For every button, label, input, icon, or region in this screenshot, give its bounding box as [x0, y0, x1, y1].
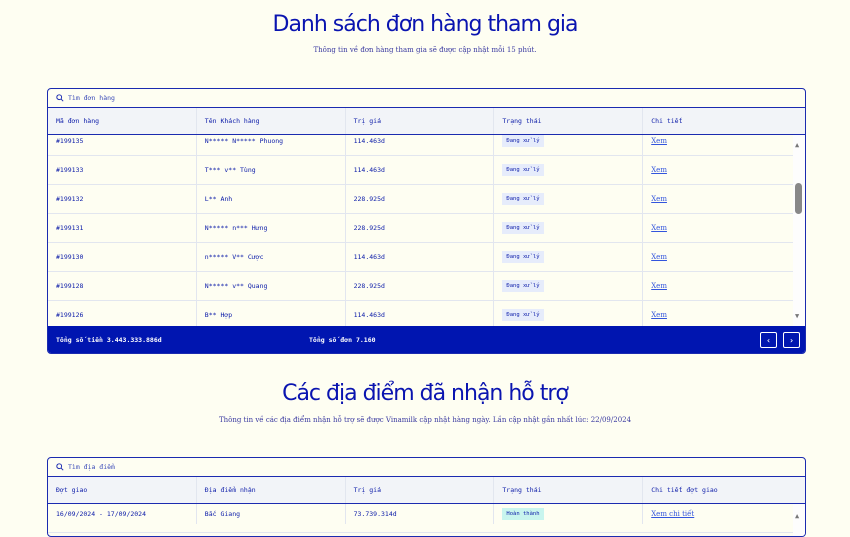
column-header[interactable]: Đợt giao: [48, 477, 197, 503]
column-header[interactable]: Trị giá: [346, 108, 495, 134]
view-link[interactable]: Xem: [651, 282, 667, 290]
cell-customer-name: B** Hợp: [197, 301, 346, 326]
cell-customer-name: L** Anh: [197, 185, 346, 213]
status-badge: Đang xử lý: [502, 164, 544, 176]
column-header[interactable]: Trạng thái: [494, 108, 644, 134]
total-orders: Tổng số đơn 7.160: [309, 336, 376, 344]
scrollbar[interactable]: ▲: [793, 504, 805, 536]
cell-value: 114.463d: [346, 156, 495, 184]
orders-title: Danh sách đơn hàng tham gia: [272, 12, 579, 37]
locations-search-input[interactable]: Tìm địa điểm: [48, 458, 805, 477]
cell-place: Bắc Giang: [197, 504, 346, 524]
cell-value: 228.925d: [346, 185, 495, 213]
table-row: #199132 L** Anh 228.925d Đang xử lý Xem: [48, 185, 793, 214]
column-header[interactable]: Mã đơn hàng: [48, 108, 197, 134]
cell-customer-name: N***** n*** Hưng: [197, 214, 346, 242]
cell-order-id: #199135: [48, 135, 197, 155]
status-badge: Đang xử lý: [502, 222, 544, 234]
cell-value: 114.463d: [346, 135, 495, 155]
status-badge: Đang xử lý: [502, 309, 544, 321]
view-link[interactable]: Xem: [651, 137, 667, 145]
column-header[interactable]: Trị giá: [346, 477, 495, 503]
locations-subtitle: Thông tin về các địa điểm nhận hỗ trợ sẽ…: [218, 416, 632, 424]
total-amount: Tổng số tiền 3.443.333.886d: [56, 336, 162, 344]
search-placeholder: Tìm đơn hàng: [68, 94, 115, 102]
scrollbar[interactable]: ▲ ▼: [793, 135, 805, 326]
search-placeholder: Tìm địa điểm: [68, 463, 115, 471]
cell-order-id: #199126: [48, 301, 197, 326]
orders-subtitle: Thông tin về đơn hàng tham gia sẽ được c…: [313, 46, 537, 54]
table-row: #199131 N***** n*** Hưng 228.925d Đang x…: [48, 214, 793, 243]
scroll-down-icon[interactable]: ▼: [795, 312, 800, 320]
table-header: Đợt giao Địa điểm nhận Trị giá Trạng thá…: [48, 477, 805, 504]
status-badge: Đang xử lý: [502, 251, 544, 263]
locations-table: Tìm địa điểm Đợt giao Địa điểm nhận Trị …: [47, 457, 806, 537]
cell-order-id: #199133: [48, 156, 197, 184]
status-badge: Đang xử lý: [502, 280, 544, 292]
orders-table: Tìm đơn hàng Mã đơn hàng Tên Khách hàng …: [47, 88, 806, 354]
scroll-up-icon[interactable]: ▲: [795, 141, 800, 149]
column-header[interactable]: Địa điểm nhận: [197, 477, 346, 503]
cell-order-id: #199132: [48, 185, 197, 213]
table-row: #199130 n***** V** Cược 114.463d Đang xử…: [48, 243, 793, 272]
column-header[interactable]: Chi tiết đợt giao: [651, 486, 718, 494]
column-header[interactable]: Tên Khách hàng: [197, 108, 346, 134]
cell-period: 16/09/2024 - 17/09/2024: [48, 504, 197, 524]
view-link[interactable]: Xem: [651, 311, 667, 319]
cell-customer-name: T*** v** Tùng: [197, 156, 346, 184]
next-page-button[interactable]: ›: [783, 332, 800, 348]
cell-value: 114.463d: [346, 243, 495, 271]
status-badge: Đang xử lý: [502, 135, 544, 147]
view-link[interactable]: Xem: [651, 195, 667, 203]
view-link[interactable]: Xem: [651, 224, 667, 232]
table-row: #199126 B** Hợp 114.463d Đang xử lý Xem: [48, 301, 793, 326]
search-icon: [56, 94, 64, 102]
prev-page-button[interactable]: ‹: [760, 332, 777, 348]
status-badge: Đang xử lý: [502, 193, 544, 205]
table-row: #199133 T*** v** Tùng 114.463d Đang xử l…: [48, 156, 793, 185]
cell-customer-name: N***** v** Quang: [197, 272, 346, 300]
table-row: 16/09/2024 - 17/09/2024 Bắc Giang 73.739…: [48, 504, 793, 533]
cell-value: 114.463d: [346, 301, 495, 326]
status-badge: Hoàn thành: [502, 508, 544, 520]
table-row: #199135 N***** N***** Phuong 114.463d Đa…: [48, 135, 793, 156]
cell-order-id: #199128: [48, 272, 197, 300]
view-link[interactable]: Xem: [651, 166, 667, 174]
table-footer: Tổng số tiền 3.443.333.886d Tổng số đơn …: [48, 326, 805, 353]
table-header: Mã đơn hàng Tên Khách hàng Trị giá Trạng…: [48, 108, 805, 135]
cell-value: 228.925d: [346, 272, 495, 300]
cell-value: 228.925d: [346, 214, 495, 242]
cell-customer-name: N***** N***** Phuong: [197, 135, 346, 155]
cell-value: 73.739.314d: [346, 504, 495, 524]
scrollbar-thumb[interactable]: [795, 183, 802, 214]
column-header[interactable]: Chi tiết: [651, 117, 683, 125]
scroll-up-icon[interactable]: ▲: [795, 512, 800, 520]
view-link[interactable]: Xem: [651, 253, 667, 261]
locations-title: Các địa điểm đã nhận hỗ trợ: [282, 381, 569, 406]
cell-order-id: #199130: [48, 243, 197, 271]
search-icon: [56, 463, 64, 471]
orders-search-input[interactable]: Tìm đơn hàng: [48, 89, 805, 108]
cell-customer-name: n***** V** Cược: [197, 243, 346, 271]
column-header[interactable]: Trạng thái: [494, 477, 644, 503]
table-row: #199128 N***** v** Quang 228.925d Đang x…: [48, 272, 793, 301]
cell-order-id: #199131: [48, 214, 197, 242]
view-detail-link[interactable]: Xem chi tiết: [651, 510, 695, 518]
